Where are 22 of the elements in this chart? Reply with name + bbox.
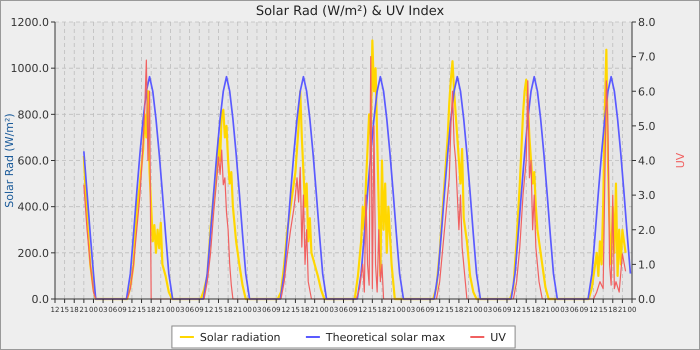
chart-title: Solar Rad (W/m²) & UV Index <box>256 4 444 19</box>
y-tick-label: 600.0 <box>18 154 49 168</box>
y2-tick-label: 7.0 <box>638 50 656 64</box>
legend-label: Solar radiation <box>200 331 281 344</box>
y2-tick-label: 5.0 <box>638 120 656 133</box>
y-tick-label: 1200.0 <box>10 16 49 29</box>
y2-tick-label: 2.0 <box>638 224 656 237</box>
y2-tick-label: 8.0 <box>638 16 656 29</box>
y-tick-label: 0.0 <box>32 293 49 306</box>
y-tick-label: 800.0 <box>18 108 49 122</box>
y-tick-label: 400.0 <box>18 200 49 214</box>
y-tick-label: 1000.0 <box>10 62 49 76</box>
legend-label: Theoretical solar max <box>324 331 446 344</box>
y2-tick-label: 1.0 <box>638 258 656 272</box>
y2-tick-label: 4.0 <box>638 154 656 168</box>
y-tick-label: 200.0 <box>18 246 49 260</box>
y2-tick-label: 3.0 <box>638 189 656 202</box>
legend-label: UV <box>490 331 506 344</box>
y2-tick-label: 6.0 <box>638 85 656 98</box>
y2-axis-title: UV <box>674 152 687 168</box>
y-axis-title: Solar Rad (W/m²) <box>3 113 16 208</box>
y2-tick-label: 0.0 <box>638 293 656 306</box>
